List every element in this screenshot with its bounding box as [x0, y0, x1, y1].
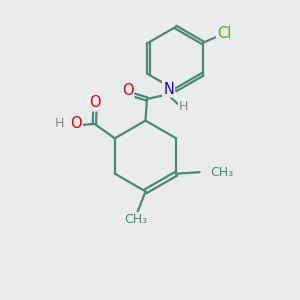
- Text: CH₃: CH₃: [124, 213, 147, 226]
- Text: O: O: [89, 95, 101, 110]
- Text: O: O: [122, 83, 133, 98]
- Text: CH₃: CH₃: [210, 166, 233, 179]
- Text: Cl: Cl: [217, 26, 232, 41]
- Text: H: H: [54, 117, 64, 130]
- Text: H: H: [179, 100, 188, 113]
- Text: O: O: [70, 116, 82, 131]
- Text: N: N: [163, 82, 174, 97]
